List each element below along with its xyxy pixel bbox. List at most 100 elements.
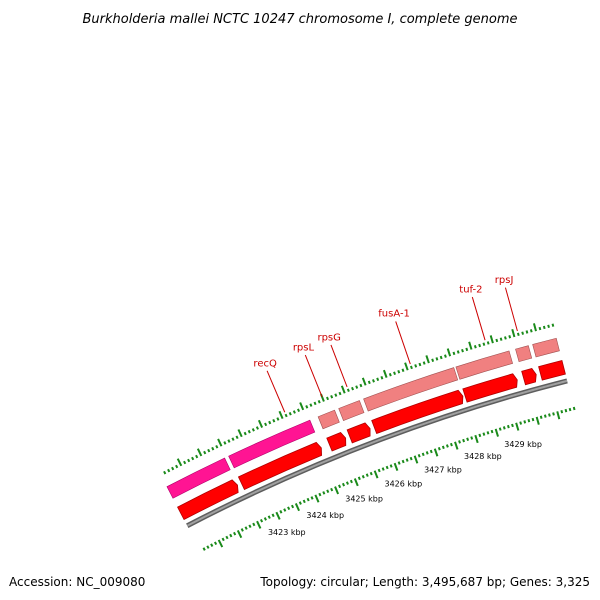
outer-minor-tick — [264, 422, 268, 427]
inner-minor-tick — [306, 497, 310, 502]
inner-minor-tick — [345, 481, 349, 485]
inner-minor-tick — [342, 482, 345, 487]
inner-major-tick — [515, 422, 520, 431]
inner-minor-tick — [229, 533, 233, 538]
outer-major-tick — [237, 429, 243, 438]
cds-arrow-recq — [237, 441, 323, 491]
inner-minor-tick — [506, 424, 510, 429]
inner-minor-tick — [548, 413, 551, 417]
inner-minor-tick — [437, 446, 441, 451]
scale-label: 3423 kbp — [268, 528, 306, 537]
outer-minor-tick — [288, 411, 292, 416]
outer-minor-tick — [397, 369, 401, 374]
outer-major-tick — [257, 419, 264, 428]
outer-minor-tick — [247, 429, 251, 434]
outer-minor-tick — [521, 331, 525, 335]
inner-minor-tick — [202, 547, 206, 551]
inner-minor-tick — [259, 518, 264, 523]
inner-major-tick — [494, 428, 499, 437]
inner-minor-tick — [519, 421, 523, 425]
inner-minor-tick — [466, 437, 470, 442]
inner-minor-tick — [450, 442, 453, 447]
outer-minor-tick — [504, 336, 507, 340]
gene-feature-rpsj — [515, 345, 533, 363]
outer-minor-tick — [499, 337, 503, 341]
outer-minor-tick — [355, 385, 359, 389]
outer-major-tick — [404, 362, 409, 371]
outer-minor-tick — [313, 401, 317, 406]
outer-minor-tick — [175, 464, 179, 469]
inner-minor-tick — [441, 445, 445, 450]
gene-label-rpsg: rpsG — [317, 332, 340, 343]
inner-major-tick — [413, 455, 419, 464]
leader-line-tuf-2 — [471, 296, 486, 341]
outer-major-tick — [446, 348, 452, 357]
inner-minor-tick — [233, 531, 237, 536]
inner-major-tick — [256, 520, 262, 529]
inner-minor-tick — [401, 459, 405, 464]
outer-minor-tick — [272, 419, 276, 423]
outer-minor-tick — [243, 431, 247, 436]
inner-minor-tick — [409, 456, 413, 461]
inner-minor-tick — [377, 468, 381, 473]
inner-minor-tick — [263, 517, 267, 521]
inner-minor-tick — [539, 415, 543, 419]
inner-minor-tick — [225, 535, 229, 540]
outer-minor-tick — [334, 393, 338, 397]
inner-major-tick — [393, 462, 399, 471]
outer-minor-tick — [376, 377, 380, 382]
inner-major-tick — [314, 494, 320, 503]
inner-minor-tick — [338, 484, 342, 489]
inner-major-tick — [454, 441, 459, 450]
outer-minor-tick — [393, 371, 396, 375]
outer-minor-tick — [538, 326, 542, 331]
inner-minor-tick — [531, 417, 535, 422]
inner-minor-tick — [462, 438, 466, 443]
outer-major-tick — [196, 448, 203, 457]
inner-minor-tick — [478, 433, 482, 438]
outer-minor-tick — [187, 458, 191, 463]
outer-minor-tick — [414, 364, 418, 368]
inner-minor-tick — [248, 524, 252, 529]
outer-minor-tick — [235, 435, 239, 440]
gene-label-recq: recQ — [253, 358, 277, 369]
accession-text: Accession: NC_009080 — [9, 575, 145, 589]
inner-minor-tick — [240, 528, 244, 532]
inner-minor-tick — [310, 496, 314, 500]
leader-line-rpsg — [330, 344, 348, 388]
scale-label: 3426 kbp — [384, 480, 422, 489]
gene-feature-recq — [228, 419, 316, 469]
outer-major-tick — [278, 410, 284, 420]
outer-minor-tick — [380, 375, 384, 380]
inner-major-tick — [474, 434, 479, 444]
outer-minor-tick — [231, 437, 235, 441]
inner-minor-tick — [543, 414, 547, 418]
map-title: Burkholderia mallei NCTC 10247 chromosom… — [82, 12, 517, 27]
inner-minor-tick — [361, 474, 365, 479]
leader-line-fusa-1 — [395, 321, 411, 365]
outer-minor-tick — [284, 413, 288, 418]
scale-label: 3429 kbp — [504, 440, 542, 449]
leader-line-rpsl — [304, 354, 323, 398]
outer-minor-tick — [171, 466, 175, 471]
outer-minor-tick — [418, 362, 422, 367]
outer-minor-tick — [276, 417, 280, 421]
inner-minor-tick — [445, 444, 449, 448]
inner-minor-tick — [365, 473, 369, 477]
inner-minor-tick — [381, 467, 385, 471]
inner-minor-tick — [221, 537, 225, 542]
inner-minor-tick — [271, 513, 275, 518]
inner-minor-tick — [302, 499, 306, 504]
outer-minor-tick — [163, 470, 167, 475]
leader-line-recq — [266, 370, 286, 413]
inner-minor-tick — [206, 545, 210, 549]
inner-minor-tick — [552, 412, 555, 416]
outer-minor-tick — [465, 347, 469, 352]
inner-minor-tick — [502, 426, 506, 430]
outer-minor-tick — [251, 428, 255, 432]
outer-minor-tick — [351, 386, 354, 391]
outer-minor-tick — [542, 325, 546, 330]
outer-minor-tick — [317, 399, 321, 404]
